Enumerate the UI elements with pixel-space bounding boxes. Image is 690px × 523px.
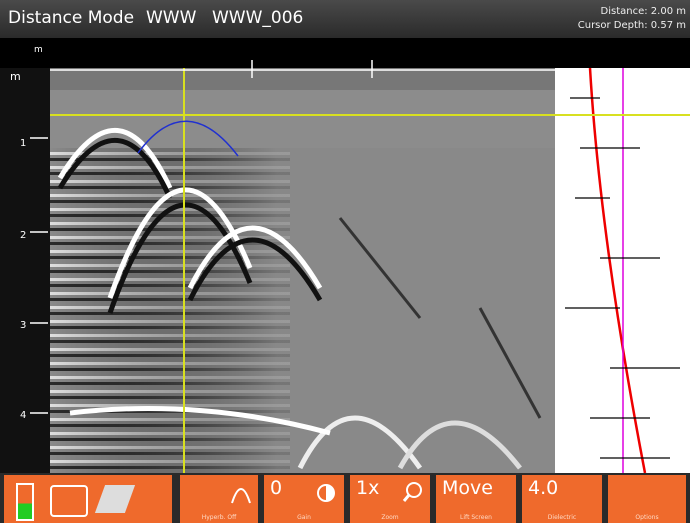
options-button[interactable]: Options <box>608 475 686 523</box>
gain-button[interactable]: 0 Gain <box>264 475 344 523</box>
depth-label: 2 <box>20 230 26 241</box>
distance: Distance: 2.00 m <box>600 6 686 17</box>
button-label: Hyperb. Off <box>201 514 237 521</box>
button-label: Zoom <box>381 514 399 521</box>
mode-title: Distance Mode <box>8 8 135 28</box>
button-value: Move <box>442 477 493 499</box>
zoom-button[interactable]: 1x Zoom <box>350 475 430 523</box>
hyperbola-button[interactable]: Hyperb. Off <box>180 475 258 523</box>
button-label: Options <box>635 514 659 521</box>
header: Distance Mode WWW WWW_006 Distance: 2.00… <box>0 0 690 38</box>
dielectric-button[interactable]: 4.0 Dielectric <box>522 475 602 523</box>
depth-unit: m <box>10 70 21 83</box>
cursor-depth: Cursor Depth: 0.57 m <box>577 20 686 31</box>
distance-unit: m <box>34 45 43 55</box>
file-name: WWW_006 <box>212 8 304 28</box>
depth-label: 3 <box>20 320 26 331</box>
button-label: Dielectric <box>547 514 577 521</box>
button-value: 0 <box>270 477 283 499</box>
depth-label: 4 <box>20 410 26 421</box>
radargram-view: m m 1 2 3 4 <box>0 38 690 473</box>
button-label: Gain <box>297 514 311 521</box>
button-label: Lift Screen <box>460 514 492 521</box>
button-value: 1x <box>356 477 380 499</box>
depth-label: 1 <box>20 138 26 149</box>
move-button[interactable]: Move Lift Screen <box>436 475 516 523</box>
status-panel <box>4 475 172 523</box>
project-name: WWW <box>146 8 197 28</box>
button-value: 4.0 <box>528 477 559 499</box>
toolbar: Hyperb. Off 0 Gain 1x Zoom Move Lift Scr… <box>0 473 690 523</box>
